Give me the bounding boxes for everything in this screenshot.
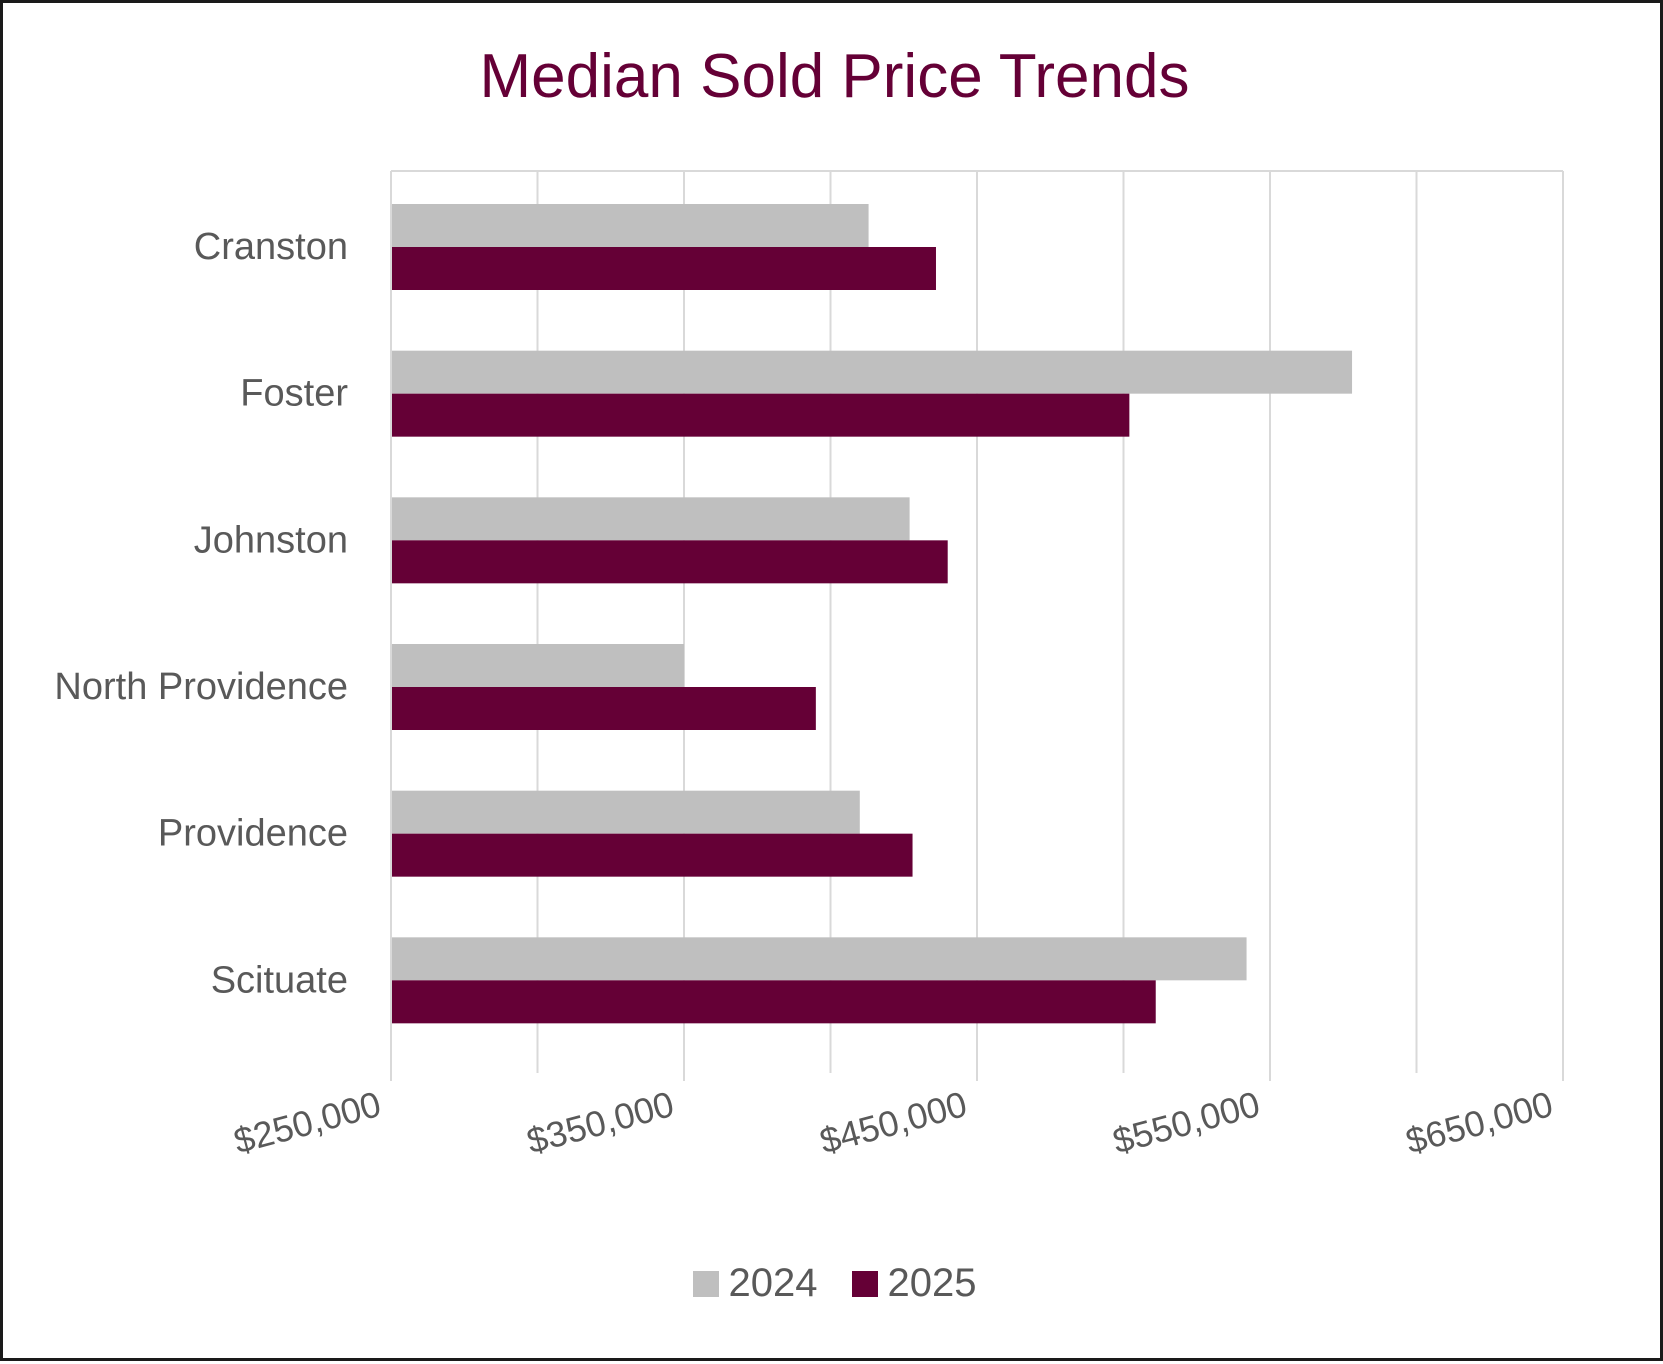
- category-label: Johnston: [194, 519, 348, 561]
- bar-2024-providence: [392, 790, 860, 834]
- bar-2024-scituate: [392, 937, 1247, 981]
- chart-title: Median Sold Price Trends: [479, 42, 1190, 111]
- category-label: Scituate: [211, 959, 348, 1001]
- legend-label-2024: 2024: [728, 1261, 818, 1305]
- bar-2025-north-providence: [392, 687, 816, 730]
- x-tick-label: $350,000: [522, 1083, 678, 1161]
- category-label: Foster: [240, 373, 348, 415]
- legend-item-2024: 2024: [692, 1261, 818, 1306]
- x-tick-label: $450,000: [815, 1083, 971, 1161]
- bar-2024-foster: [392, 350, 1353, 394]
- legend: 2024 2025: [3, 1261, 1663, 1306]
- x-tick-label: $250,000: [229, 1083, 385, 1161]
- category-label: Providence: [158, 813, 348, 855]
- bar-2025-providence: [392, 833, 913, 877]
- legend-label-2025: 2025: [887, 1261, 977, 1305]
- x-axis-tick-labels: $250,000 $350,000 $450,000 $550,000 $650,000: [229, 1083, 1557, 1161]
- category-label: Cranston: [194, 226, 348, 268]
- gridlines: [390, 170, 1564, 1081]
- category-label: North Providence: [54, 666, 348, 708]
- x-tick-label: $550,000: [1108, 1083, 1264, 1161]
- chart-plot-area: Cranston Foster Johnston North Providence Pr…: [54, 170, 1564, 1162]
- bar-2025-foster: [392, 393, 1130, 437]
- bars: [392, 204, 1353, 1024]
- bar-2025-cranston: [392, 247, 936, 290]
- x-tick-label: $650,000: [1401, 1083, 1557, 1161]
- legend-swatch-2024: [692, 1270, 719, 1297]
- bar-2025-johnston: [392, 540, 948, 584]
- bar-2025-scituate: [392, 980, 1156, 1024]
- bar-2024-johnston: [392, 497, 910, 541]
- legend-item-2025: 2025: [851, 1261, 977, 1306]
- category-labels: Cranston Foster Johnston North Providence Pr…: [54, 226, 348, 1001]
- bar-2024-north-providence: [392, 644, 684, 687]
- bar-2024-cranston: [392, 204, 869, 247]
- legend-swatch-2025: [851, 1270, 878, 1297]
